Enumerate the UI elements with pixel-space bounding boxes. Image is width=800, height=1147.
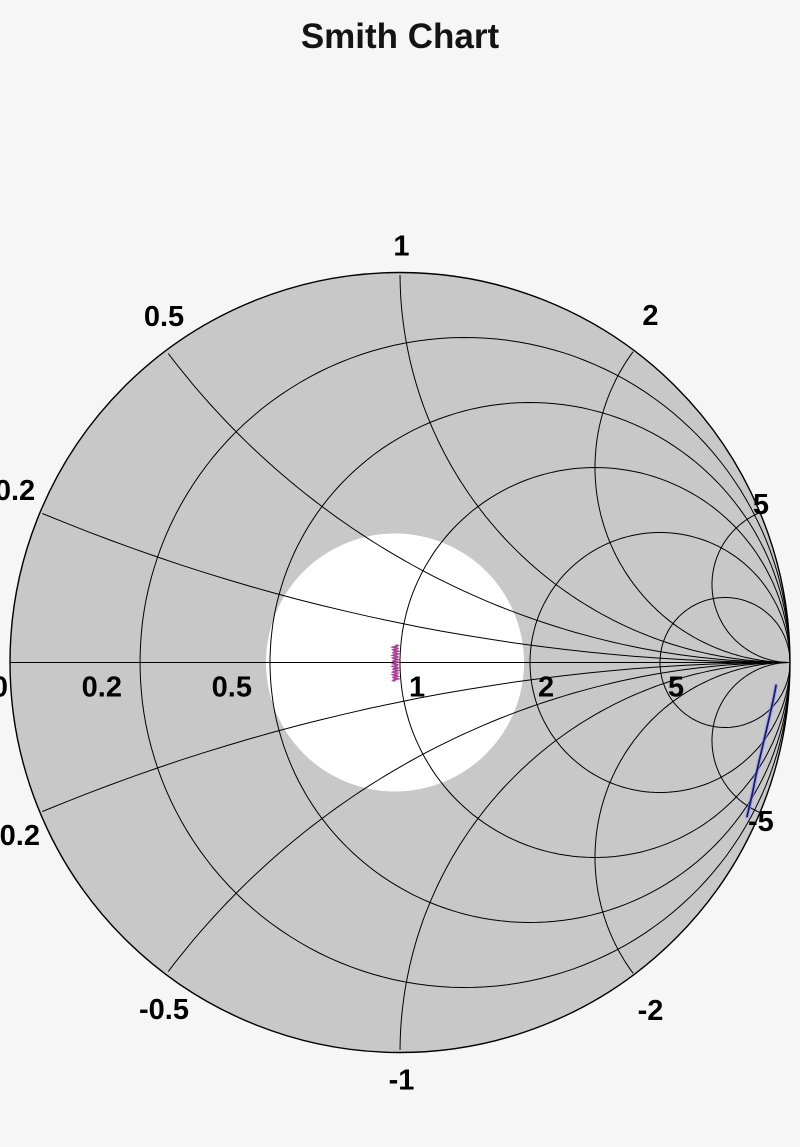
svg-text:1: 1: [393, 230, 409, 262]
svg-text:0.2: 0.2: [82, 672, 122, 704]
svg-text:0.2: 0.2: [0, 475, 35, 507]
svg-text:1: 1: [409, 672, 425, 704]
svg-text:5: 5: [753, 489, 769, 521]
svg-text:2: 2: [538, 672, 554, 704]
svg-text:-2: -2: [638, 995, 664, 1027]
svg-text:0: 0: [0, 672, 8, 704]
svg-text:-0.5: -0.5: [139, 994, 189, 1026]
svg-text:2: 2: [642, 300, 658, 332]
svg-text:-0.2: -0.2: [0, 820, 40, 852]
svg-text:0.5: 0.5: [212, 672, 252, 704]
svg-text:0.5: 0.5: [144, 301, 184, 333]
svg-text:-5: -5: [748, 806, 774, 838]
svg-text:-1: -1: [389, 1065, 415, 1097]
svg-text:5: 5: [668, 672, 684, 704]
